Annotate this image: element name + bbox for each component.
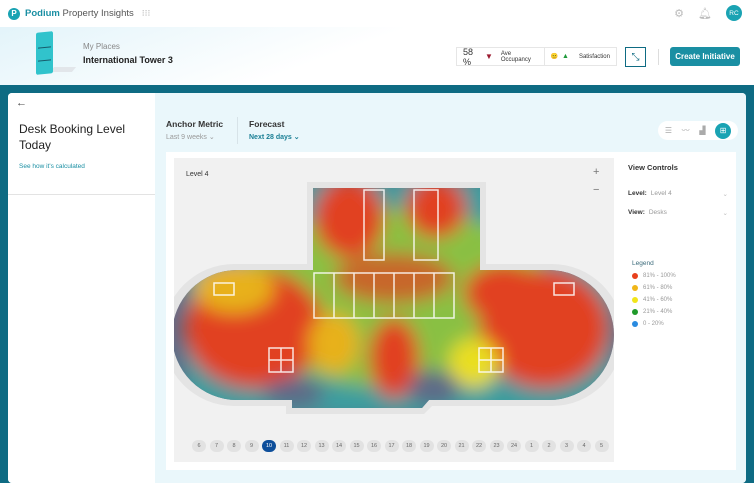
hour-chip[interactable]: 17	[384, 440, 399, 452]
hour-chip[interactable]: 1	[524, 440, 539, 452]
hour-chip[interactable]: 24	[507, 440, 521, 452]
divider	[237, 117, 238, 144]
forecast-label: Forecast	[249, 119, 285, 129]
legend-label: 81% - 100%	[643, 273, 676, 279]
legend-swatch	[632, 297, 638, 303]
occupancy-label: Ave Occupancy	[500, 50, 531, 63]
table-view-icon[interactable]: ☰	[664, 126, 672, 135]
left-panel: ← Desk Booking Level Today See how it's …	[8, 93, 155, 483]
apps-grid-icon[interactable]: ⁝⁝⁝	[141, 8, 151, 18]
satisfaction-emoji: 😐	[550, 54, 559, 60]
floorplan-svg	[174, 182, 614, 414]
legend-label: 61% - 80%	[643, 285, 673, 291]
divider	[658, 49, 659, 65]
chevron-down-icon: ⌄	[208, 134, 215, 141]
divider	[8, 194, 155, 195]
satisfaction-label: Satisfaction	[578, 53, 610, 60]
breadcrumb[interactable]: My Places	[83, 42, 120, 51]
zoom-out-button[interactable]: −	[593, 184, 600, 196]
forecast-dropdown[interactable]: Next 28 days ⌄	[249, 134, 300, 141]
how-calculated-link[interactable]: See how it's calculated	[19, 163, 85, 170]
compress-button[interactable]: ⤡	[625, 47, 646, 67]
legend-label: 41% - 60%	[643, 297, 673, 303]
legend-item: 41% - 60%	[632, 297, 676, 303]
avatar[interactable]: RC	[726, 5, 742, 21]
map-view-icon[interactable]: ⊞	[715, 122, 732, 139]
legend: Legend 81% - 100% 61% - 80% 41% - 60% 21% -…	[632, 260, 676, 327]
chevron-down-icon: ⌄	[722, 210, 728, 217]
legend-title: Legend	[632, 260, 654, 267]
legend-label: 0 - 20%	[643, 321, 664, 327]
bar-chart-icon[interactable]: ▟	[699, 126, 706, 135]
map-card: Level 4 + − 6 7 8 9 10 11 12 13 14 15 16 17 18 19 20 21…	[166, 152, 736, 470]
occupancy-value: 58 %	[463, 46, 474, 67]
level-select[interactable]: Level: Level 4 ⌄	[628, 190, 728, 198]
hour-chip[interactable]: 23	[489, 440, 504, 452]
anchor-metric-label: Anchor Metric	[166, 119, 224, 129]
map-level-label: Level 4	[186, 171, 209, 178]
chevron-down-icon: ⌄	[722, 191, 728, 198]
legend-item: 21% - 40%	[632, 309, 676, 315]
legend-item: 0 - 20%	[632, 321, 676, 327]
hour-chip[interactable]: 7	[209, 440, 224, 452]
hour-chip[interactable]: 15	[349, 440, 364, 452]
hour-chip[interactable]: 21	[454, 440, 469, 452]
building-icon	[36, 31, 53, 75]
hour-chip[interactable]: 12	[297, 440, 311, 452]
create-initiative-button[interactable]: Create Initiative	[670, 47, 740, 66]
legend-swatch	[632, 309, 638, 315]
hour-chip[interactable]: 18	[402, 440, 416, 452]
hour-selector: 6 7 8 9 10 11 12 13 14 15 16 17 18 19 20 21 22 23 24 1 2 3 4 5	[192, 440, 609, 452]
trend-up-icon: ▲	[562, 53, 569, 60]
legend-swatch	[632, 321, 638, 327]
legend-swatch	[632, 273, 638, 279]
back-arrow-icon[interactable]: ←	[16, 97, 27, 109]
hour-chip[interactable]: 19	[419, 440, 434, 452]
floor-heatmap[interactable]: Level 4 + − 6 7 8 9 10 11 12 13 14 15 16 17 18 19 20 21…	[174, 158, 614, 462]
main-card: ← Desk Booking Level Today See how it's …	[8, 93, 746, 483]
panel-title: Desk Booking Level Today	[19, 122, 126, 152]
gear-icon[interactable]: ⚙	[674, 7, 685, 20]
legend-item: 81% - 100%	[632, 273, 676, 279]
hour-chip[interactable]: 8	[227, 440, 241, 452]
view-controls-title: View Controls	[628, 163, 678, 172]
hour-chip[interactable]: 6	[192, 440, 206, 452]
hour-chip[interactable]: 20	[437, 440, 451, 452]
view-select[interactable]: View: Desks ⌄	[628, 209, 728, 217]
anchor-metric-dropdown[interactable]: Last 9 weeks ⌄	[166, 134, 215, 141]
hour-chip[interactable]: 16	[367, 440, 381, 452]
line-chart-icon[interactable]: 〰	[681, 126, 690, 135]
legend-label: 21% - 40%	[643, 309, 673, 315]
compress-icon: ⤡	[631, 51, 640, 63]
legend-swatch	[632, 285, 638, 291]
zoom-in-button[interactable]: +	[593, 166, 600, 178]
view-toggle: ☰ 〰 ▟ ⊞	[658, 121, 738, 140]
hour-chip[interactable]: 5	[594, 440, 609, 452]
hour-chip[interactable]: 11	[279, 440, 294, 452]
hour-chip[interactable]: 10	[262, 440, 276, 452]
hour-chip[interactable]: 4	[577, 440, 591, 452]
hour-chip[interactable]: 3	[559, 440, 574, 452]
chevron-down-icon: ⌄	[293, 134, 300, 141]
content-area: Anchor Metric Last 9 weeks ⌄ Forecast Ne…	[155, 93, 746, 483]
metrics-summary: 58 % ▼ Ave Occupancy 😐 ▲ Satisfaction	[456, 46, 617, 67]
trend-down-icon: ▼	[484, 52, 493, 61]
app-title: Podium Property Insights	[25, 8, 134, 19]
legend-item: 61% - 80%	[632, 285, 676, 291]
bell-icon[interactable]: 🔔︎	[698, 7, 712, 20]
top-bar: P Podium Property Insights ⁝⁝⁝ ⚙ 🔔︎ RC	[0, 0, 754, 27]
hour-chip[interactable]: 22	[472, 440, 486, 452]
hour-chip[interactable]: 14	[332, 440, 346, 452]
hour-chip[interactable]: 13	[314, 440, 329, 452]
podium-logo[interactable]: P	[8, 7, 20, 20]
place-name: International Tower 3	[83, 55, 173, 65]
hour-chip[interactable]: 9	[244, 440, 259, 452]
hour-chip[interactable]: 2	[542, 440, 556, 452]
tower-shadow	[49, 67, 77, 72]
